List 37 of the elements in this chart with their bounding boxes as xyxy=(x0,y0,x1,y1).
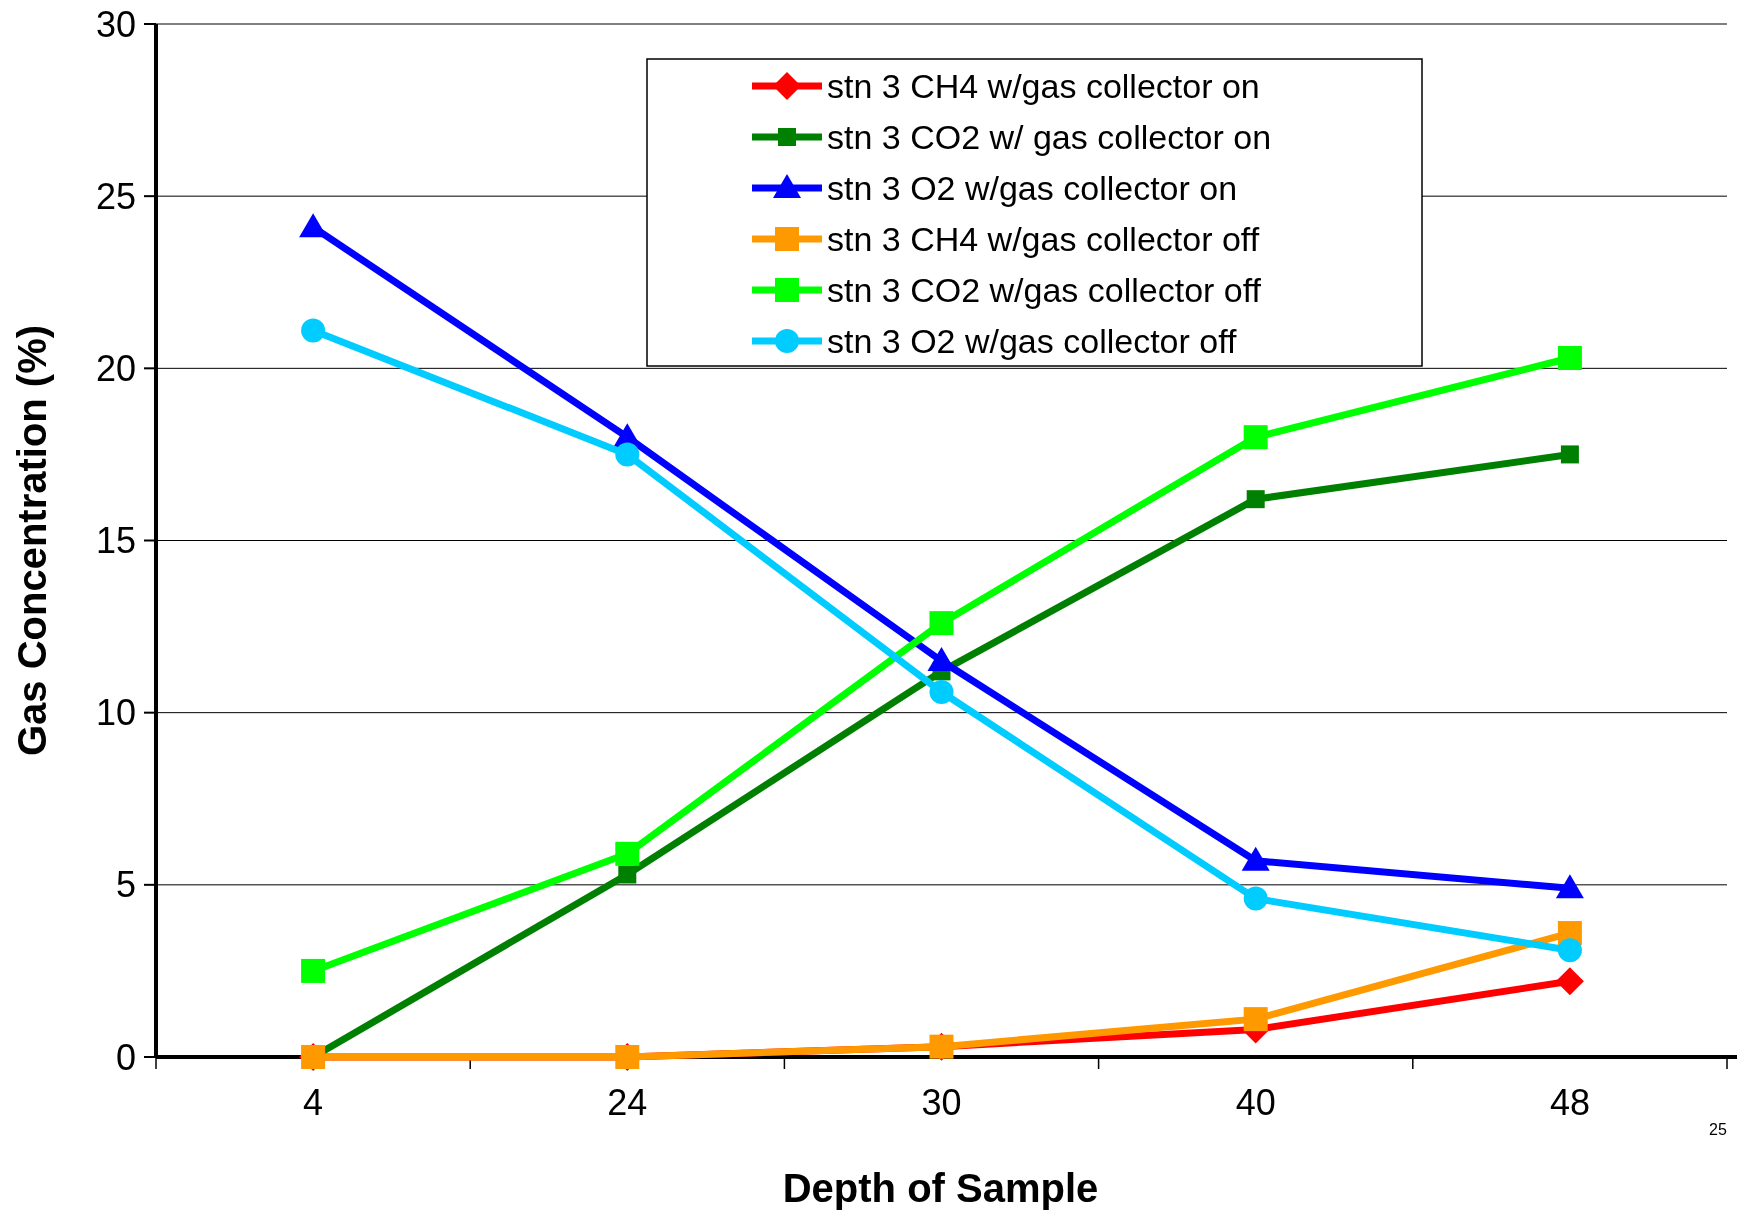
text: 25 xyxy=(1709,1121,1727,1138)
y-tick-label: 0 xyxy=(115,1036,136,1078)
x-tick-label: 30 xyxy=(921,1082,962,1123)
x-tick-label: 24 xyxy=(607,1082,648,1123)
x-tick-label: 4 xyxy=(303,1082,324,1123)
point xyxy=(615,442,640,467)
x-tick-label: 40 xyxy=(1235,1082,1276,1123)
point xyxy=(1555,874,1584,899)
point xyxy=(1246,490,1265,509)
point xyxy=(1243,1007,1268,1032)
y-tick-label: 15 xyxy=(95,520,136,562)
x-axis-title: Depth of Sample xyxy=(782,1166,1099,1210)
point xyxy=(929,611,954,636)
point xyxy=(615,841,640,866)
legend-label: stn 3 CH4 w/gas collector off xyxy=(827,219,1260,258)
point xyxy=(618,865,637,884)
point xyxy=(301,958,326,983)
y-tick-label: 25 xyxy=(95,175,136,217)
point xyxy=(1557,346,1582,370)
legend-label: stn 3 CH4 w/gas collector on xyxy=(827,66,1260,105)
point xyxy=(1555,967,1584,996)
y-tick-label: 30 xyxy=(95,3,136,45)
point xyxy=(1560,445,1579,464)
x-tick-label: 48 xyxy=(1549,1082,1590,1123)
legend-label: stn 3 O2 w/gas collector off xyxy=(827,321,1238,360)
legend-label: stn 3 CO2 w/ gas collector on xyxy=(827,117,1272,156)
y-tick-label: 10 xyxy=(95,692,136,734)
point xyxy=(929,680,954,705)
y-tick-label: 20 xyxy=(95,347,136,389)
point xyxy=(1557,938,1582,963)
point xyxy=(1243,886,1268,911)
point xyxy=(1243,425,1268,450)
y-axis-title: Gas Concentration (%) xyxy=(10,324,54,757)
point xyxy=(301,318,326,343)
legend-label: stn 3 O2 w/gas collector on xyxy=(827,168,1238,207)
legend-label: stn 3 CO2 w/gas collector off xyxy=(827,270,1262,309)
y-tick-label: 5 xyxy=(115,864,136,906)
